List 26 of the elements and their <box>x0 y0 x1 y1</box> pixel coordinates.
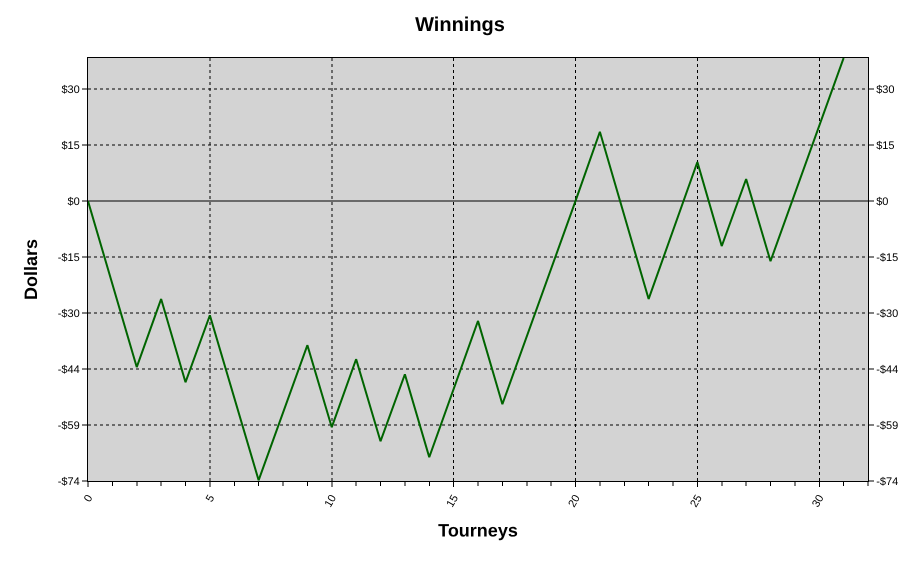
y-tick-label: $0 <box>68 196 80 208</box>
chart-title: Winnings <box>415 14 505 36</box>
y-axis-title: Dollars <box>20 238 41 300</box>
x-tick-label: 5 <box>204 492 218 504</box>
x-axis-title: Tourneys <box>438 520 518 541</box>
y-tick-label: -$74 <box>58 476 80 488</box>
y2-tick-label: $15 <box>876 140 895 152</box>
y-tick-label: -$30 <box>58 308 80 320</box>
x-tick-label: 0 <box>82 492 96 504</box>
y2-tick-label: -$74 <box>876 476 898 488</box>
y-tick-label: $30 <box>61 84 80 96</box>
y-tick-label: $15 <box>61 140 80 152</box>
x-tick-label: 15 <box>444 492 461 510</box>
y-tick-label: -$59 <box>58 420 80 432</box>
y2-tick-label: -$44 <box>876 364 898 376</box>
y2-tick-label: -$15 <box>876 252 898 264</box>
y-tick-label: -$44 <box>58 364 80 376</box>
y2-tick-label: -$59 <box>876 420 898 432</box>
x-tick-label: 10 <box>322 492 340 510</box>
y2-tick-label: -$30 <box>876 308 898 320</box>
x-tick-label: 20 <box>566 492 583 510</box>
y-tick-label: -$15 <box>58 252 80 264</box>
y2-tick-label: $0 <box>876 196 888 208</box>
y2-tick-label: $30 <box>876 84 895 96</box>
x-tick-label: 25 <box>688 492 705 510</box>
x-tick-label: 30 <box>810 492 827 510</box>
